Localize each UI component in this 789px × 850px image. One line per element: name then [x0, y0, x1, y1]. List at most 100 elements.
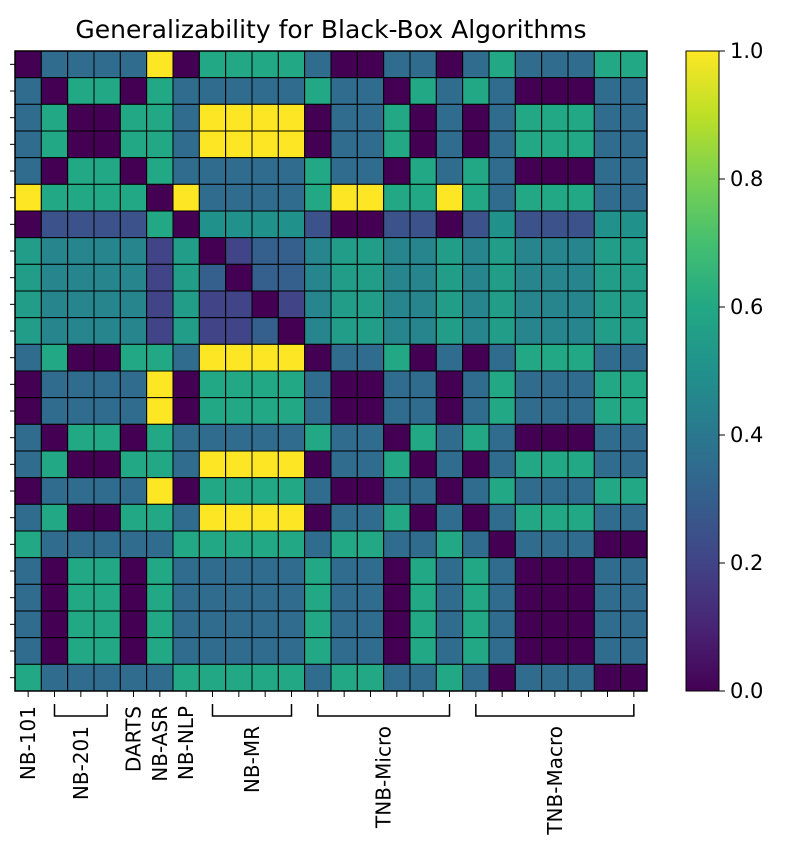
heatmap-cell [593, 77, 622, 105]
heatmap-cell [14, 370, 42, 399]
heatmap-cell [251, 157, 279, 185]
heatmap-cell [198, 397, 227, 425]
heatmap-cell [67, 450, 95, 479]
heatmap-cell [14, 290, 42, 319]
heatmap-cell [277, 183, 306, 212]
heatmap-cell [304, 450, 332, 479]
heatmap-cell [93, 210, 121, 239]
heatmap-cell [40, 530, 69, 559]
heatmap-cell [172, 610, 200, 639]
heatmap-cell [40, 263, 69, 292]
heatmap-cell [277, 130, 306, 159]
heatmap-cell [225, 530, 253, 559]
heatmap-cell [225, 157, 253, 185]
heatmap-cell [172, 317, 200, 345]
heatmap-cell [172, 50, 200, 79]
heatmap-cell [330, 397, 358, 425]
heatmap-cell [356, 637, 385, 665]
heatmap-cell [225, 610, 253, 639]
heatmap-cell [567, 610, 595, 639]
heatmap-cell [225, 317, 253, 345]
heatmap-cell [172, 237, 200, 265]
heatmap-cell [251, 477, 279, 505]
heatmap-cell [593, 317, 622, 345]
heatmap-cell [225, 77, 253, 105]
heatmap-cell [93, 130, 121, 159]
heatmap-cell [198, 583, 227, 612]
heatmap-cell [541, 77, 569, 105]
heatmap-cell [409, 263, 437, 292]
heatmap-cell [567, 397, 595, 425]
heatmap-cell [67, 290, 95, 319]
colorbar-tick-label: 0.0 [730, 679, 763, 703]
heatmap-cell [383, 557, 411, 585]
heatmap-cell [356, 610, 385, 639]
heatmap-cell [119, 423, 148, 452]
heatmap-cell [330, 450, 358, 479]
heatmap-cell [40, 50, 69, 79]
heatmap-cell [567, 130, 595, 159]
heatmap-cell [277, 503, 306, 532]
heatmap-cell [567, 343, 595, 372]
heatmap-cell [514, 157, 543, 185]
colorbar: 0.0 0.2 0.4 0.6 0.8 1.0 [685, 39, 763, 703]
heatmap-cell [251, 397, 279, 425]
heatmap-cell [620, 663, 648, 692]
heatmap-cell [225, 397, 253, 425]
heatmap-cell [172, 77, 200, 105]
heatmap-cell [488, 77, 516, 105]
heatmap-cell [409, 397, 437, 425]
heatmap-cell [488, 130, 516, 159]
heatmap-cell [119, 130, 148, 159]
heatmap-cell [567, 50, 595, 79]
heatmap-cell [330, 237, 358, 265]
heatmap-cell [198, 530, 227, 559]
heatmap-cell [67, 237, 95, 265]
heatmap-cell [93, 663, 121, 692]
heatmap-cell [593, 103, 622, 132]
heatmap-cell [488, 477, 516, 505]
heatmap-cell [356, 317, 385, 345]
heatmap-cell [330, 637, 358, 665]
heatmap-cell [146, 583, 174, 612]
heatmap-cell [488, 183, 516, 212]
heatmap-cell [277, 290, 306, 319]
heatmap-cell [514, 583, 543, 612]
heatmap-cell [409, 317, 437, 345]
heatmap-cell [620, 343, 648, 372]
heatmap-cell [119, 583, 148, 612]
heatmap-cell [330, 263, 358, 292]
heatmap-cell [514, 530, 543, 559]
heatmap-cell [172, 103, 200, 132]
heatmap-cell [330, 103, 358, 132]
heatmap-cell [620, 103, 648, 132]
heatmap-cell [567, 557, 595, 585]
heatmap-cell [225, 557, 253, 585]
group-bracket [317, 704, 451, 717]
heatmap-cell [541, 210, 569, 239]
heatmap-cell [356, 290, 385, 319]
heatmap-cell [435, 370, 464, 399]
heatmap-cell [593, 583, 622, 612]
heatmap-cell [330, 530, 358, 559]
heatmap-cell [172, 157, 200, 185]
heatmap-cell [409, 290, 437, 319]
heatmap-cell [435, 423, 464, 452]
heatmap-cell [356, 130, 385, 159]
heatmap-cell [593, 290, 622, 319]
heatmap-cell [541, 610, 569, 639]
heatmap-cell [172, 503, 200, 532]
heatmap-cell [541, 557, 569, 585]
heatmap-cell [119, 183, 148, 212]
heatmap-cell [67, 157, 95, 185]
heatmap-cell [40, 450, 69, 479]
heatmap-cell [514, 610, 543, 639]
heatmap-cell [251, 290, 279, 319]
heatmap-cell [304, 530, 332, 559]
heatmap-cell [462, 103, 490, 132]
heatmap-cell [40, 343, 69, 372]
heatmap-cell [620, 423, 648, 452]
heatmap-cell [251, 370, 279, 399]
heatmap-cell [251, 583, 279, 612]
heatmap-cell [462, 237, 490, 265]
